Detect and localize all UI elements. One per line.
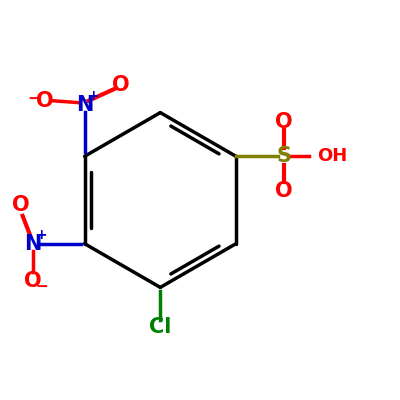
Text: OH: OH [317,147,348,165]
Text: −: − [35,279,48,294]
Text: +: + [88,89,99,103]
Text: O: O [112,75,129,95]
Text: O: O [275,112,292,132]
Text: +: + [36,228,48,242]
Text: Cl: Cl [149,317,172,337]
Text: −: − [27,91,40,106]
Text: S: S [276,146,291,166]
Text: O: O [275,181,292,201]
Text: N: N [76,95,93,115]
Text: O: O [36,91,54,111]
Text: N: N [24,234,42,254]
Text: O: O [12,195,30,215]
Text: O: O [24,272,42,292]
